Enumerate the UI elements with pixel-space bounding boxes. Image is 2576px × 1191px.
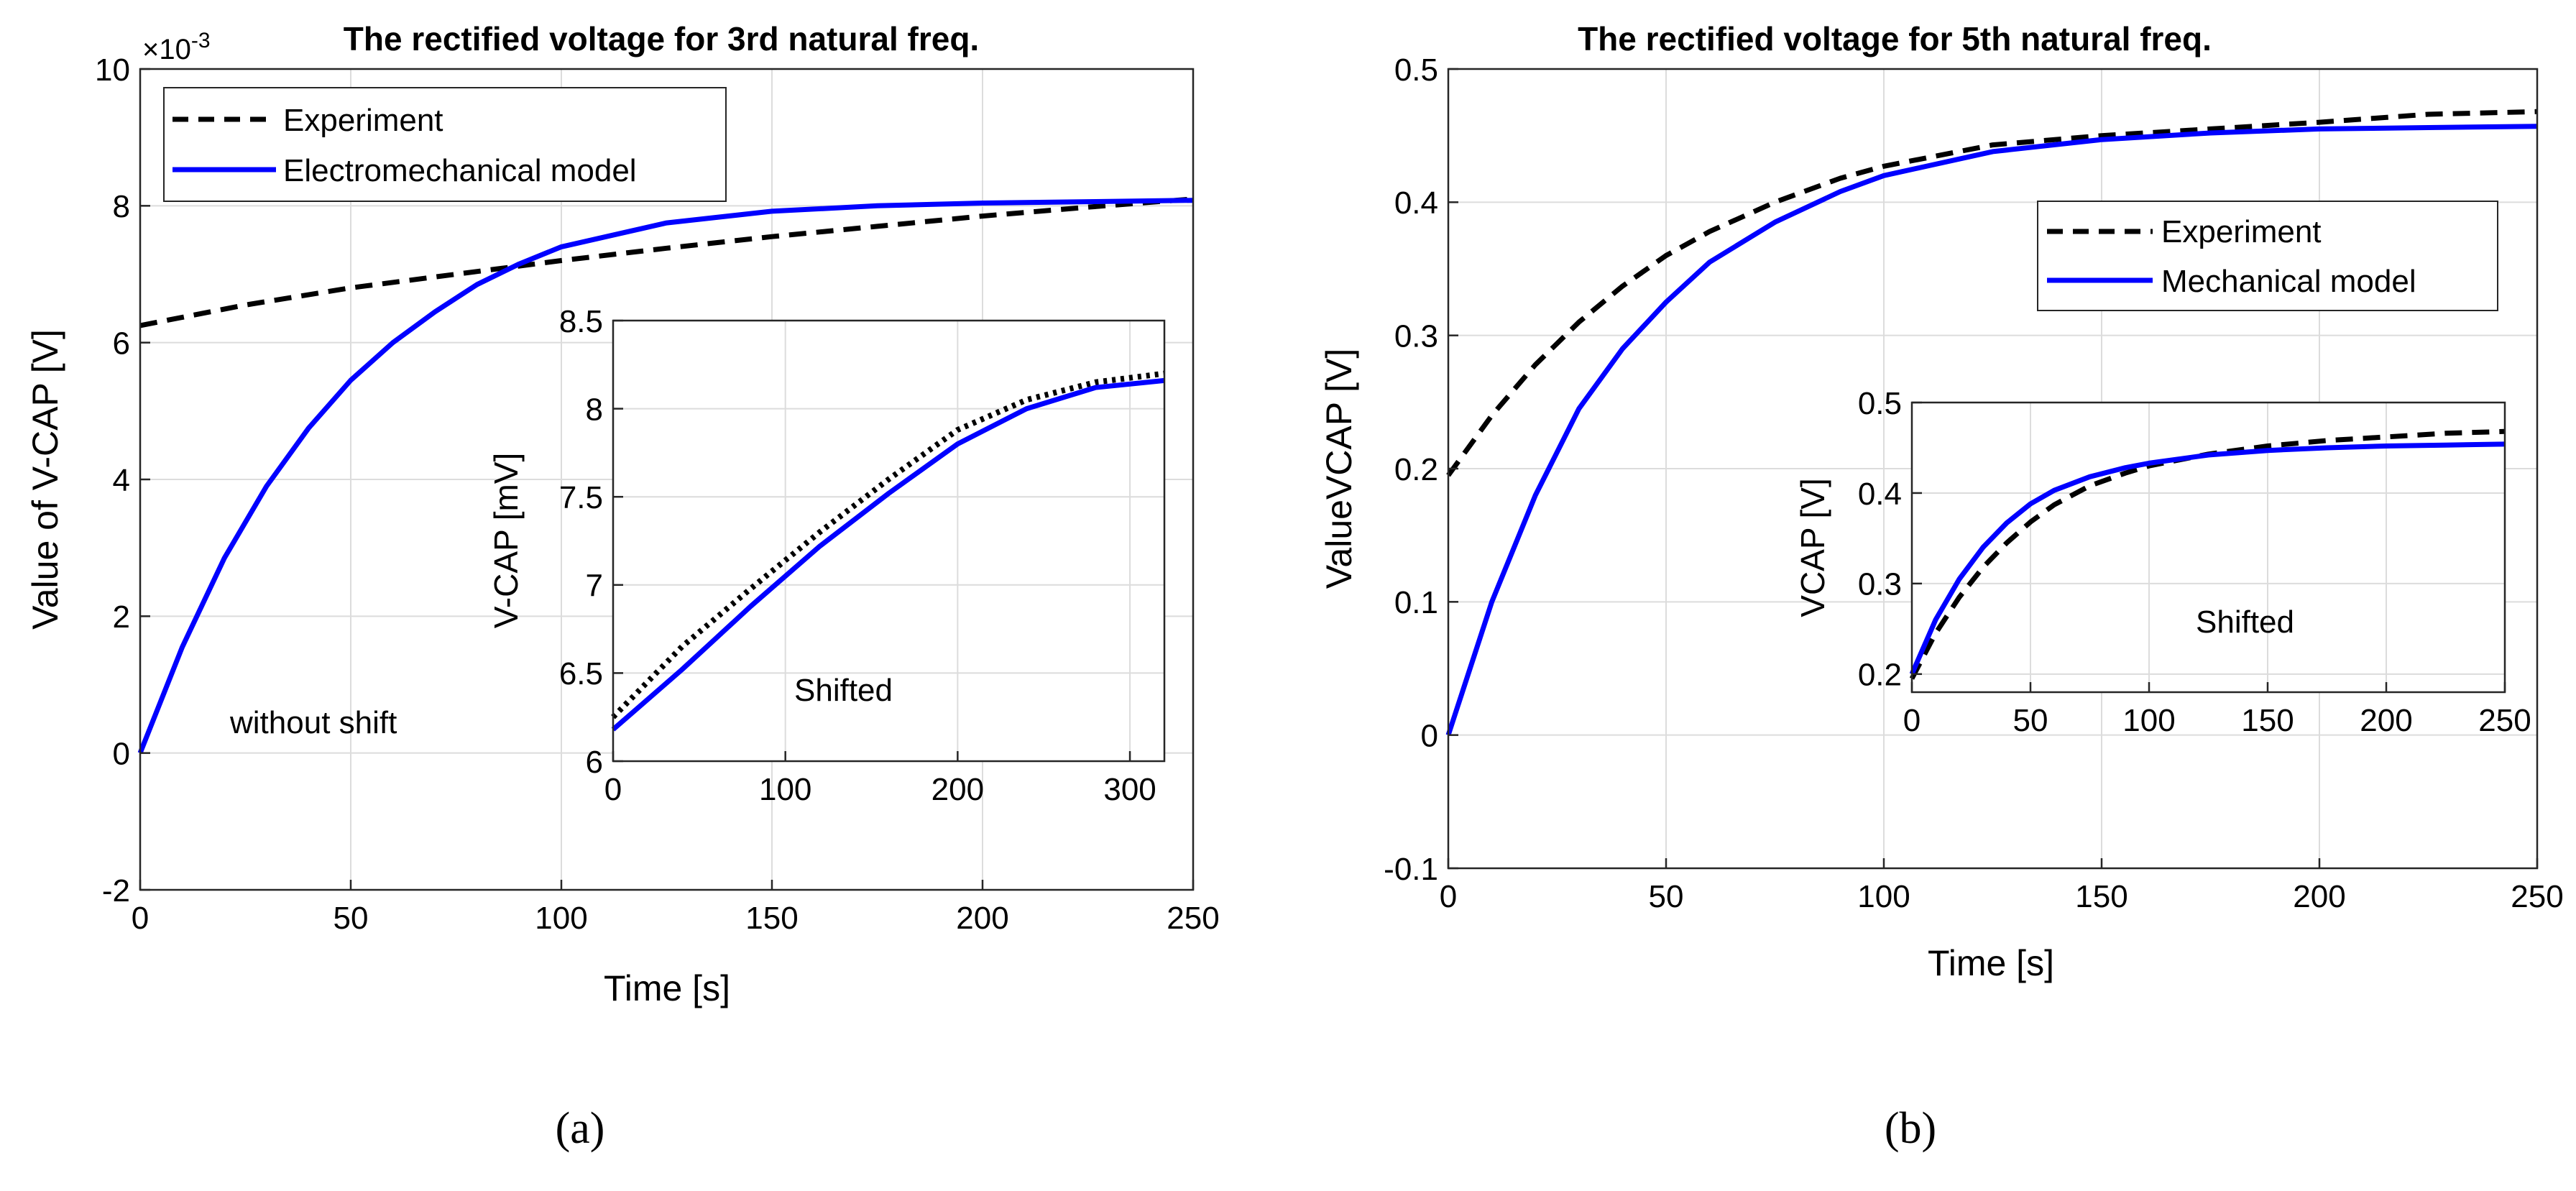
chart-b-ytick-label: 0.1 <box>1394 585 1438 620</box>
chart-a-xtick-label: 100 <box>535 901 587 936</box>
chart-a-inset-series <box>611 370 1165 732</box>
chart-b-xlabel: Time [s] <box>1928 943 2054 983</box>
chart-a-ytick-label: 4 <box>113 463 130 498</box>
panel-label-a: (a) <box>556 1104 605 1153</box>
chart-a-inset-ytick-label: 6 <box>586 745 603 780</box>
chart-a-xtick-label: 200 <box>956 901 1008 936</box>
chart-a-inset-ytick-label: 8 <box>586 392 603 427</box>
chart-b-xtick-label: 100 <box>1857 879 1910 914</box>
chart-b-inset-xtick-label: 250 <box>2478 703 2531 738</box>
chart-b-inset: 0 50 100 150 200 250 0.2 0.3 0.4 0.5 VCAP [V] Shi… <box>1794 386 2531 738</box>
chart-a-legend: Experiment Electromechanical model <box>163 87 727 202</box>
chart-b-inset-xtick-label: 200 <box>2360 703 2412 738</box>
chart-b-ylabel: ValueVCAP [V] <box>1319 349 1359 589</box>
chart-b-inset-series-model-line <box>1909 441 2506 676</box>
chart-b-xtick-label: 50 <box>1649 879 1684 914</box>
chart-a-legend-label-experiment: Experiment <box>283 103 443 138</box>
chart-b-legend: Experiment Mechanical model <box>2037 201 2498 311</box>
chart-a-ytick-label: 6 <box>113 326 130 362</box>
chart-b-xtick-label: 250 <box>2511 879 2563 914</box>
chart-a-title: The rectified voltage for 3rd natural fr… <box>344 20 979 58</box>
chart-b-legend-box <box>2037 201 2498 311</box>
chart-a-ytick-label: 8 <box>113 189 130 224</box>
chart-a-inset-xtick-label: 0 <box>604 772 622 807</box>
chart-a-xtick-label: 50 <box>334 901 369 936</box>
chart-b-ytick-label: 0.3 <box>1394 319 1438 354</box>
chart-a-scale-exp: -3 <box>191 29 211 52</box>
chart-b-xtick-label: 150 <box>2075 879 2128 914</box>
chart-b-inset-xtick-label: 0 <box>1903 703 1920 738</box>
chart-a-inset-ytick-label: 7 <box>586 569 603 604</box>
chart-b: The rectified voltage for 5th natural fr… <box>1319 20 2564 1153</box>
chart-b-inset-xtick-label: 100 <box>2122 703 2175 738</box>
chart-a-inset-annotation: Shifted <box>794 673 893 708</box>
chart-b-ytick-label: 0.2 <box>1394 452 1438 487</box>
chart-b-inset-series <box>1909 428 2506 680</box>
chart-b-inset-xtick-label: 50 <box>2013 703 2048 738</box>
chart-b-series-model-line <box>1445 124 2538 736</box>
chart-b-inset-ytick-label: 0.2 <box>1858 658 1902 693</box>
chart-a-inset-series-model-line <box>611 377 1165 732</box>
chart-a-ytick-label: -2 <box>102 873 130 909</box>
chart-a-inset-axes-box <box>612 319 1166 763</box>
chart-b-inset-ticks: 0 50 100 150 200 250 0.2 0.3 0.4 0.5 <box>1858 386 2531 738</box>
chart-b-series <box>1445 109 2538 736</box>
chart-a-ylabel: Value of V-CAP [V] <box>25 329 65 630</box>
chart-a-legend-label-model: Electromechanical model <box>283 153 637 188</box>
chart-b-series-experiment-line <box>1446 109 2538 477</box>
chart-a-scale-base: ×10 <box>142 34 191 65</box>
chart-b-ticks: 0 50 100 150 200 250-0.100.10.20.30.40.5 <box>1384 52 2564 914</box>
chart-b-xtick-label: 200 <box>2293 879 2345 914</box>
chart-b-inset-ytick-label: 0.3 <box>1858 567 1902 602</box>
chart-b-ytick-label: 0.5 <box>1394 52 1438 88</box>
chart-b-inset-annotation: Shifted <box>2196 604 2294 640</box>
chart-a-annotation: without shift <box>229 705 397 740</box>
chart-a-xtick-label: 250 <box>1167 901 1219 936</box>
chart-b-inset-ytick-label: 0.4 <box>1858 477 1902 512</box>
chart-a-inset: 0 100 200 300 6 6.5 7 7.5 8 8.5 V-CAP [mV] Shifte… <box>487 304 1166 807</box>
chart-a-legend-box <box>163 87 727 202</box>
chart-a-scale-factor: ×10-3 <box>142 29 211 65</box>
chart-b-ytick-label: 0.4 <box>1394 185 1438 221</box>
chart-a: The rectified voltage for 3rd natural fr… <box>25 20 1220 1153</box>
chart-a-xtick-label: 0 <box>132 901 149 936</box>
chart-a-inset-ytick-label: 7.5 <box>559 480 603 515</box>
chart-b-inset-ytick-label: 0.5 <box>1858 386 1902 421</box>
chart-b-ytick-label: 0 <box>1421 719 1438 754</box>
chart-a-ytick-label: 2 <box>113 599 130 635</box>
chart-a-xtick-label: 150 <box>745 901 798 936</box>
chart-a-inset-series-experiment-line <box>611 370 1165 719</box>
chart-b-title: The rectified voltage for 5th natural fr… <box>1578 20 2212 58</box>
chart-a-inset-xtick-label: 200 <box>932 772 984 807</box>
chart-a-ytick-label: 0 <box>113 737 130 772</box>
chart-b-inset-ylabel: VCAP [V] <box>1794 478 1831 617</box>
chart-a-series <box>137 196 1194 754</box>
chart-a-series-model-line <box>137 198 1194 754</box>
chart-b-legend-label-experiment: Experiment <box>2161 214 2322 249</box>
chart-a-inset-ticks: 0 100 200 300 6 6.5 7 7.5 8 8.5 <box>559 304 1156 807</box>
chart-b-ytick-label: -0.1 <box>1384 852 1438 887</box>
chart-a-inset-ylabel: V-CAP [mV] <box>487 453 525 629</box>
chart-b-inset-bg <box>1912 403 2505 692</box>
chart-b-inset-xtick-label: 150 <box>2241 703 2294 738</box>
chart-a-xlabel: Time [s] <box>604 968 730 1008</box>
chart-a-series-experiment-line <box>139 196 1194 328</box>
chart-b-legend-label-model: Mechanical model <box>2161 264 2416 299</box>
chart-b-inset-axes-box <box>1910 401 2506 694</box>
panel-label-b: (b) <box>1885 1104 1936 1153</box>
chart-a-inset-ytick-label: 8.5 <box>559 304 603 339</box>
chart-a-inset-xtick-label: 300 <box>1103 772 1156 807</box>
chart-b-xtick-label: 0 <box>1440 879 1457 914</box>
chart-a-inset-ytick-label: 6.5 <box>559 656 603 691</box>
chart-a-ytick-label: 10 <box>95 52 130 88</box>
chart-a-inset-xtick-label: 100 <box>759 772 811 807</box>
chart-b-inset-series-experiment-line <box>1909 428 2506 680</box>
